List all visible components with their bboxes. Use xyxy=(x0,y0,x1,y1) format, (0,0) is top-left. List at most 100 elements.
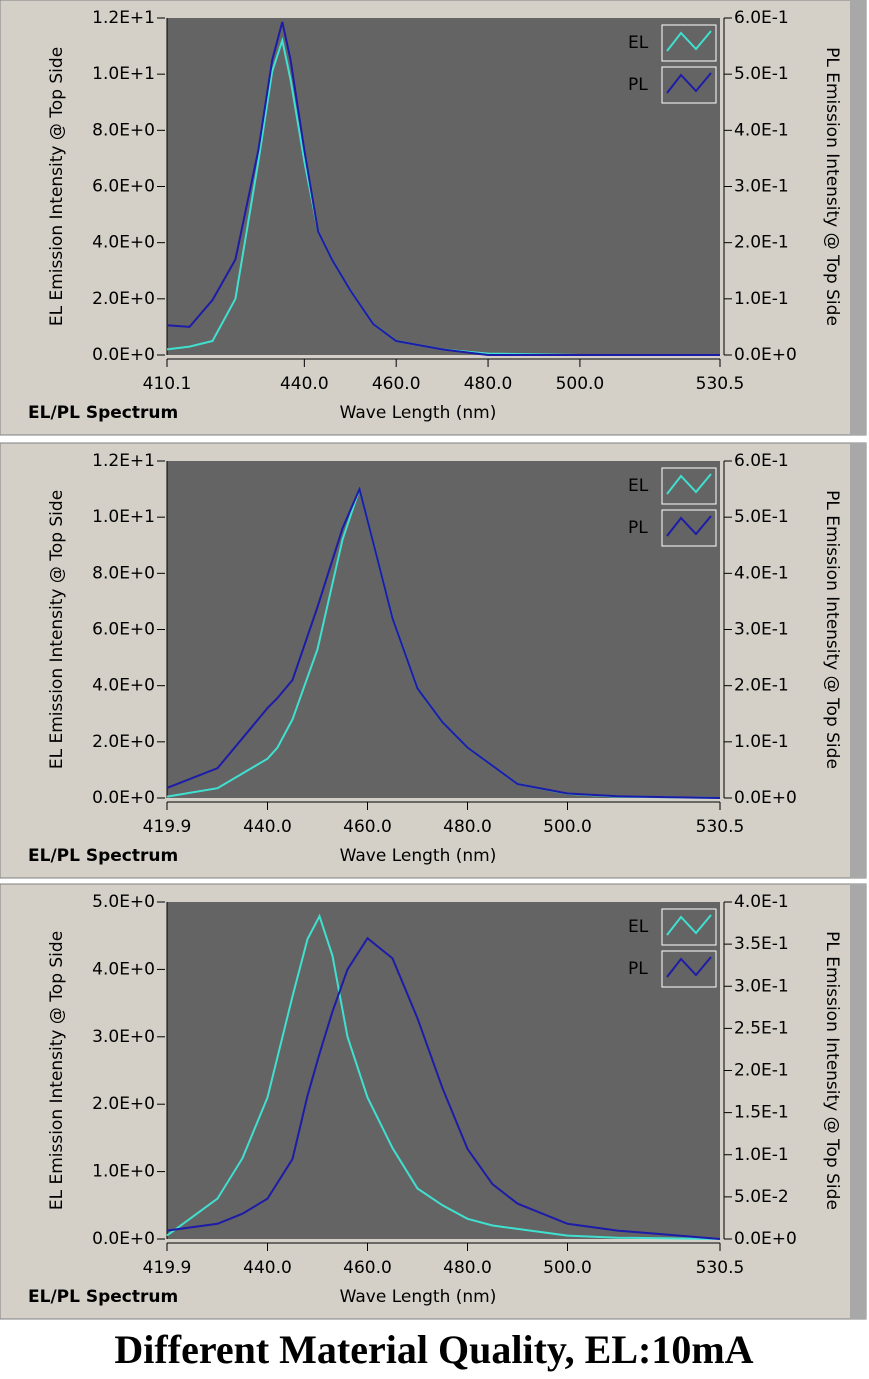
y-tick-label: 5.0E+0 xyxy=(92,892,155,912)
x-tick-label: 530.5 xyxy=(696,817,745,837)
x-tick-label: 419.9 xyxy=(143,817,192,837)
panel: 419.9 440.0 460.0 480.0 500.0 530.5 0.0E+0 1.0E… xyxy=(0,883,867,1320)
y2-tick-label: 4.0E-1 xyxy=(734,563,789,583)
y2-tick-label: 2.5E-1 xyxy=(734,1018,789,1038)
x-tick-label: 440.0 xyxy=(243,817,292,837)
caption: Different Material Quality, EL:10mA xyxy=(114,1327,753,1372)
y2-tick-label: 1.0E-1 xyxy=(734,289,789,309)
x-tick-label: 440.0 xyxy=(243,1258,292,1278)
legend-swatch-box xyxy=(661,24,717,62)
y2-tick-label: 0.0E+0 xyxy=(734,345,797,365)
panel: 419.9 440.0 460.0 480.0 500.0 530.5 0.0E+0 2.0E… xyxy=(0,442,867,879)
legend-label: EL xyxy=(628,476,649,496)
panel: 410.1 440.0 460.0 480.0 500.0 530.5 0.0E+0 2.0E… xyxy=(0,0,867,436)
y-tick-label: 3.0E+0 xyxy=(92,1027,155,1047)
legend-swatch xyxy=(666,956,712,978)
x-tick-label: 460.0 xyxy=(343,1258,392,1278)
legend-swatch xyxy=(666,473,712,495)
y-tick-label: 1.0E+0 xyxy=(92,1162,155,1182)
x-tick-label: 500.0 xyxy=(556,374,605,394)
y2-axis-label: PL Emission Intensity @ Top Side xyxy=(822,490,842,769)
plot-area xyxy=(167,18,720,355)
panel-edge xyxy=(850,0,866,435)
y-axis-label: EL Emission Intensity @ Top Side xyxy=(47,490,67,769)
y2-tick-label: 6.0E-1 xyxy=(734,451,789,471)
x-tick-label: 460.0 xyxy=(372,374,421,394)
y-tick-label: 1.2E+1 xyxy=(92,451,155,471)
legend-swatch-box xyxy=(661,467,717,505)
y2-tick-label: 3.0E-1 xyxy=(734,976,789,996)
y-tick-label: 4.0E+0 xyxy=(92,676,155,696)
y-tick-label: 0.0E+0 xyxy=(92,345,155,365)
x-tick-label: 410.1 xyxy=(143,374,192,394)
series-line xyxy=(166,913,721,1240)
legend-swatch-box xyxy=(661,908,717,946)
y-tick-label: 1.0E+1 xyxy=(92,64,155,84)
y-tick-label: 4.0E+0 xyxy=(92,959,155,979)
legend-swatch xyxy=(666,30,712,52)
y2-tick-label: 6.0E-1 xyxy=(734,8,789,28)
y-tick-label: 6.0E+0 xyxy=(92,620,155,640)
x-tick-label: 460.0 xyxy=(343,817,392,837)
legend-label: PL xyxy=(628,75,648,95)
y-tick-label: 4.0E+0 xyxy=(92,233,155,253)
y2-tick-label: 4.0E-1 xyxy=(734,120,789,140)
y-tick-label: 8.0E+0 xyxy=(92,563,155,583)
x-axis-label: Wave Length (nm) xyxy=(340,1287,497,1307)
legend-label: PL xyxy=(628,959,648,979)
legend-swatch-box xyxy=(661,66,717,104)
y-tick-label: 2.0E+0 xyxy=(92,1094,155,1114)
x-tick-label: 530.5 xyxy=(696,374,745,394)
legend-label: EL xyxy=(628,33,649,53)
legend-label: EL xyxy=(628,917,649,937)
y2-tick-label: 2.0E-1 xyxy=(734,233,789,253)
x-axis-label: Wave Length (nm) xyxy=(340,403,497,423)
y2-tick-label: 2.0E-1 xyxy=(734,676,789,696)
y2-tick-label: 0.0E+0 xyxy=(734,788,797,808)
legend-swatch-box xyxy=(661,950,717,988)
series-line xyxy=(166,936,721,1240)
y-axis-label: EL Emission Intensity @ Top Side xyxy=(47,47,67,326)
y-tick-label: 6.0E+0 xyxy=(92,177,155,197)
y-tick-label: 0.0E+0 xyxy=(92,788,155,808)
y2-tick-label: 2.0E-1 xyxy=(734,1061,789,1081)
x-tick-label: 480.0 xyxy=(443,1258,492,1278)
x-tick-label: 500.0 xyxy=(543,817,592,837)
plot-area xyxy=(167,461,720,798)
panel-title: EL/PL Spectrum xyxy=(28,846,178,866)
y2-tick-label: 5.0E-1 xyxy=(734,64,789,84)
y-tick-label: 2.0E+0 xyxy=(92,289,155,309)
x-tick-label: 440.0 xyxy=(280,374,329,394)
y-tick-label: 1.0E+1 xyxy=(92,507,155,527)
y2-axis-label: PL Emission Intensity @ Top Side xyxy=(822,47,842,326)
y-tick-label: 8.0E+0 xyxy=(92,120,155,140)
y2-tick-label: 1.0E-1 xyxy=(734,1145,789,1165)
series-line xyxy=(166,486,721,799)
y2-tick-label: 0.0E+0 xyxy=(734,1229,797,1249)
legend-swatch-box xyxy=(661,509,717,547)
series-line xyxy=(166,21,720,356)
x-tick-label: 500.0 xyxy=(543,1258,592,1278)
legend-swatch xyxy=(666,72,712,94)
y2-tick-label: 5.0E-1 xyxy=(734,507,789,527)
y2-axis-label: PL Emission Intensity @ Top Side xyxy=(822,931,842,1210)
y-axis-label: EL Emission Intensity @ Top Side xyxy=(47,931,67,1210)
panel-edge xyxy=(850,443,866,878)
panel-edge xyxy=(850,884,866,1319)
x-axis-label: Wave Length (nm) xyxy=(340,846,497,866)
y-tick-label: 0.0E+0 xyxy=(92,1229,155,1249)
x-tick-label: 480.0 xyxy=(464,374,513,394)
x-tick-label: 480.0 xyxy=(443,817,492,837)
legend-label: PL xyxy=(628,518,648,538)
y-tick-label: 1.2E+1 xyxy=(92,8,155,28)
y2-tick-label: 3.0E-1 xyxy=(734,620,789,640)
y2-tick-label: 4.0E-1 xyxy=(734,892,789,912)
y2-tick-label: 1.0E-1 xyxy=(734,732,789,752)
plot-area xyxy=(167,902,720,1239)
panel-title: EL/PL Spectrum xyxy=(28,403,178,423)
y-tick-label: 2.0E+0 xyxy=(92,732,155,752)
legend-swatch xyxy=(666,515,712,537)
panel-title: EL/PL Spectrum xyxy=(28,1287,178,1307)
y2-tick-label: 3.0E-1 xyxy=(734,177,789,197)
